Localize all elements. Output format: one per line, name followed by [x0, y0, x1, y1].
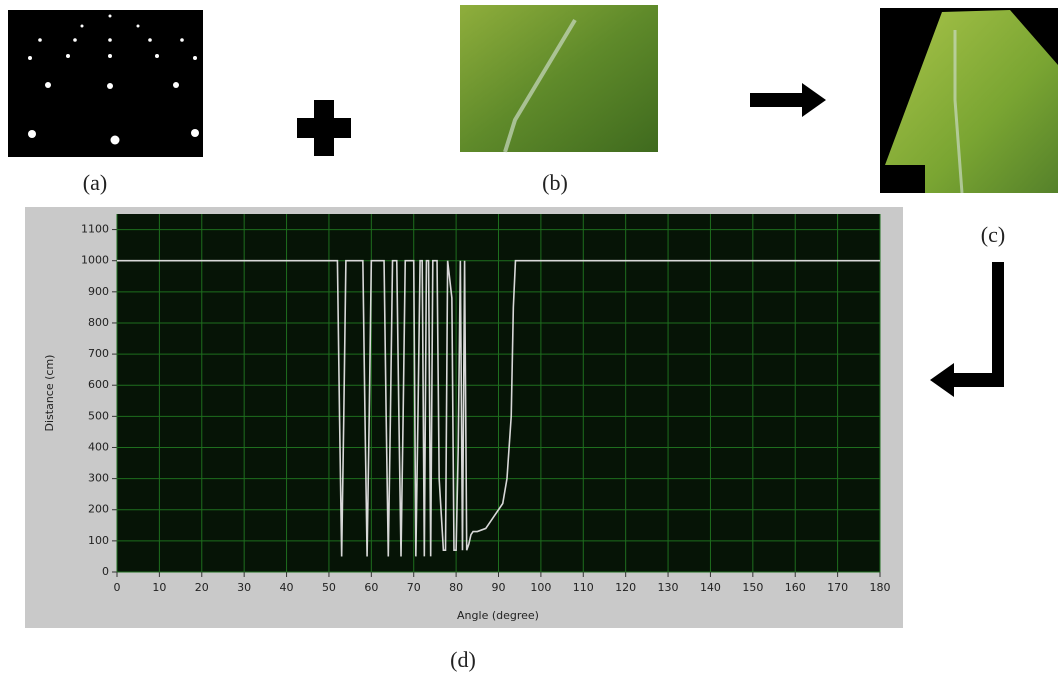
caption: (d) — [450, 647, 476, 672]
image-c — [880, 8, 1058, 194]
image-a — [8, 10, 203, 157]
x-tick-label: 150 — [742, 581, 763, 594]
caption: (b) — [542, 170, 568, 195]
y-axis-label: Distance (cm) — [43, 355, 56, 432]
x-tick-label: 160 — [785, 581, 806, 594]
x-tick-label: 20 — [195, 581, 209, 594]
y-tick-label: 200 — [88, 503, 109, 516]
x-tick-label: 30 — [237, 581, 251, 594]
x-tick-label: 180 — [870, 581, 891, 594]
x-tick-label: 90 — [492, 581, 506, 594]
y-tick-label: 300 — [88, 472, 109, 485]
x-tick-label: 70 — [407, 581, 421, 594]
x-tick-label: 130 — [658, 581, 679, 594]
y-tick-label: 800 — [88, 316, 109, 329]
y-tick-label: 700 — [88, 347, 109, 360]
x-tick-label: 80 — [449, 581, 463, 594]
x-tick-label: 50 — [322, 581, 336, 594]
arrow-return — [930, 262, 1004, 397]
image-b — [460, 5, 658, 153]
y-tick-label: 1100 — [81, 223, 109, 236]
x-tick-label: 100 — [530, 581, 551, 594]
caption: (a) — [83, 170, 107, 195]
x-tick-label: 170 — [827, 581, 848, 594]
plus-sign — [297, 100, 351, 156]
x-tick-label: 40 — [280, 581, 294, 594]
x-tick-label: 110 — [573, 581, 594, 594]
y-tick-label: 1000 — [81, 254, 109, 267]
y-tick-label: 0 — [102, 565, 109, 578]
x-tick-label: 10 — [152, 581, 166, 594]
arrow-right — [750, 83, 826, 117]
y-tick-label: 900 — [88, 285, 109, 298]
x-tick-label: 0 — [114, 581, 121, 594]
data-line — [117, 259, 880, 557]
y-tick-label: 600 — [88, 378, 109, 391]
caption: (c) — [981, 222, 1005, 247]
y-tick-label: 400 — [88, 440, 109, 453]
x-axis-label: Angle (degree) — [457, 609, 539, 622]
x-tick-label: 60 — [364, 581, 378, 594]
x-tick-label: 120 — [615, 581, 636, 594]
y-tick-label: 100 — [88, 534, 109, 547]
y-tick-label: 500 — [88, 409, 109, 422]
x-tick-label: 140 — [700, 581, 721, 594]
